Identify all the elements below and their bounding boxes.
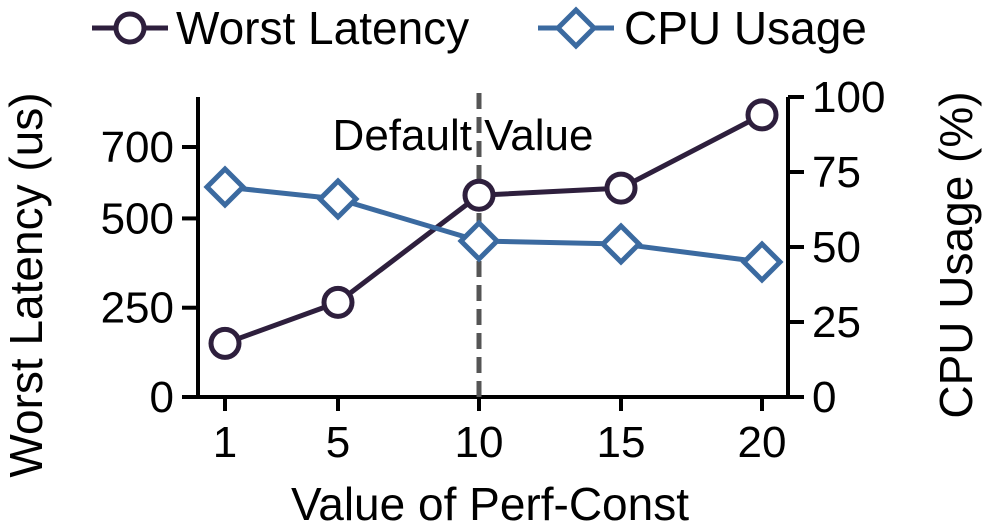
right-y-tick-label: 0	[812, 373, 836, 422]
x-tick-label: 1	[213, 418, 237, 467]
legend: Worst Latency CPU Usage	[92, 2, 867, 54]
right-y-tick-label: 50	[812, 223, 861, 272]
data-point-cpu-usage	[203, 165, 247, 209]
data-point-worst-latency	[745, 98, 779, 132]
data-point-cpu-usage	[316, 177, 360, 221]
x-tick-label: 15	[597, 418, 646, 467]
data-point-cpu-usage	[457, 219, 501, 263]
data-point-cpu-usage	[599, 222, 643, 266]
series-layer	[203, 98, 784, 360]
legend-label-worst-latency: Worst Latency	[176, 2, 469, 54]
left-y-tick-label: 250	[101, 284, 174, 333]
data-point-worst-latency	[604, 171, 638, 205]
x-tick-label: 20	[738, 418, 787, 467]
legend-entry-cpu-usage: CPU Usage	[538, 2, 867, 54]
right-y-tick-label: 25	[812, 298, 861, 347]
left-y-axis-title: Worst Latency (us)	[0, 92, 52, 477]
legend-circle-marker-icon	[113, 11, 147, 45]
data-point-worst-latency	[208, 326, 242, 360]
data-point-cpu-usage	[740, 240, 784, 284]
left-y-tick-label: 500	[101, 194, 174, 243]
legend-label-cpu-usage: CPU Usage	[624, 2, 867, 54]
x-ticks: 1 5 10 15 20	[213, 397, 787, 467]
right-y-tick-label: 100	[812, 73, 885, 122]
legend-diamond-marker-icon	[554, 6, 598, 50]
default-value-label: Default Value	[333, 111, 594, 160]
right-y-axis-title: CPU Usage (%)	[930, 91, 982, 418]
right-y-tick-label: 75	[812, 148, 861, 197]
data-point-worst-latency	[321, 285, 355, 319]
legend-entry-worst-latency: Worst Latency	[92, 2, 469, 54]
left-y-tick-label: 700	[101, 123, 174, 172]
x-tick-label: 5	[326, 418, 350, 467]
right-y-ticks: 0 25 50 75 100	[788, 73, 885, 422]
left-y-tick-label: 0	[150, 373, 174, 422]
left-y-ticks: 0 250 500 700	[101, 123, 198, 422]
x-axis-title: Value of Perf-Const	[291, 478, 689, 529]
data-point-worst-latency	[462, 178, 496, 212]
x-tick-label: 10	[455, 418, 504, 467]
